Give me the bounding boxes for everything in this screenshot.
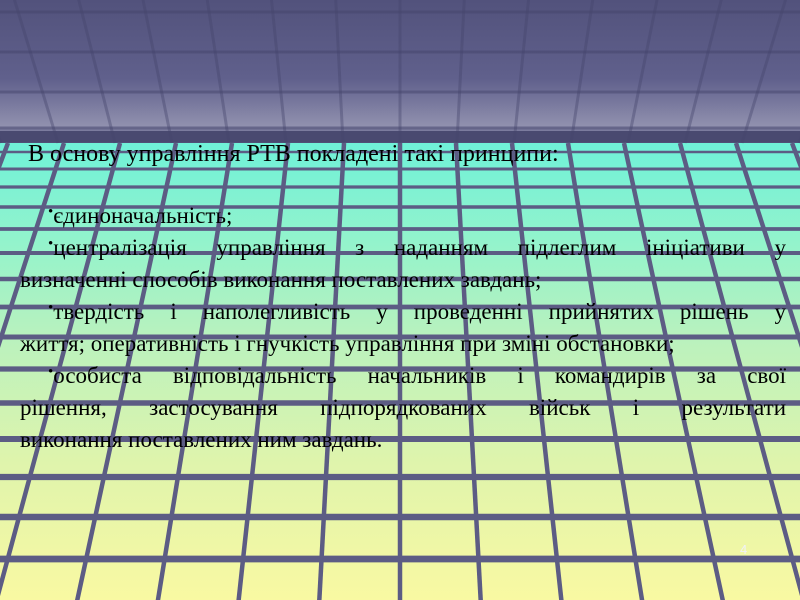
bullet-text: особиста відповідальність начальників і … xyxy=(53,363,786,388)
bullet-line: •централізація управління з наданням під… xyxy=(48,235,786,260)
page-number: 4 xyxy=(740,542,748,557)
sky-region xyxy=(0,0,800,143)
bullet-line: •особиста відповідальність начальників і… xyxy=(48,363,786,388)
bullet-line-continuation: визначенні способів виконання поставлени… xyxy=(20,267,542,292)
slide-title: В основу управління РТВ покладені такі п… xyxy=(28,141,559,167)
bullet-line-continuation: життя; оперативність і гнучкість управлі… xyxy=(20,331,675,356)
bullet-text: єдиноначальність; xyxy=(53,203,233,228)
bullet-text: централізація управління з наданням підл… xyxy=(53,235,786,260)
bullet-line-continuation: виконання поставлених ним завдань. xyxy=(20,427,383,452)
title-body-spacer xyxy=(20,170,786,200)
bullet-text: твердість і наполегливість у проведенні … xyxy=(53,299,786,324)
bullet-line: •твердість і наполегливість у проведенні… xyxy=(48,299,786,324)
bullet-line: •єдиноначальність; xyxy=(48,203,233,228)
slide-content: В основу управління РТВ покладені такі п… xyxy=(20,138,786,456)
bullet-line-continuation: рішення, застосування підпорядкованих ві… xyxy=(20,395,786,420)
horizon-band xyxy=(0,131,800,142)
